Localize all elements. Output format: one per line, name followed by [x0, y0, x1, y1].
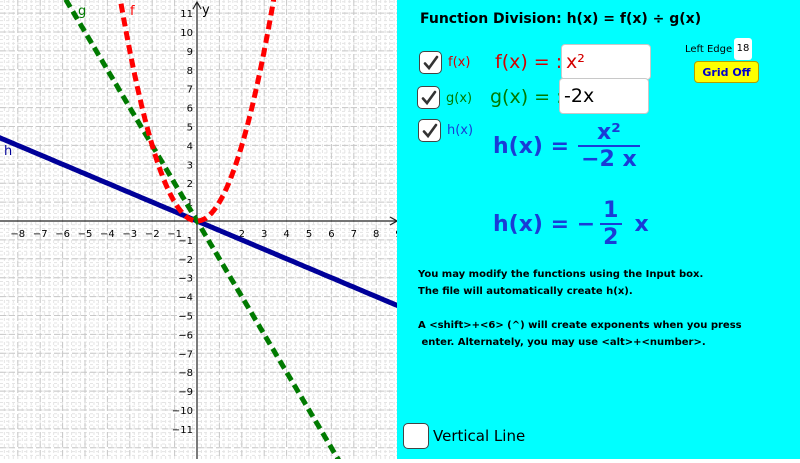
y-tick-label: −8: [178, 368, 193, 379]
checkbox-vertical-line[interactable]: [403, 423, 429, 449]
y-tick-label: 7: [187, 85, 193, 96]
x-tick-label: 6: [328, 229, 334, 240]
x-tick-label: −2: [145, 229, 160, 240]
info-line: The file will automatically create h(x).: [418, 286, 633, 297]
grid-off-button[interactable]: Grid Off: [694, 61, 759, 83]
checkbox-hx-label: h(x): [447, 123, 474, 138]
info-line: A <shift>+<6> (^) will create exponents …: [418, 320, 742, 331]
y-tick-label: 6: [187, 104, 193, 115]
h2-numerator: 1: [603, 198, 619, 223]
checkmark-icon: [422, 123, 437, 138]
x-tick-label: 3: [261, 229, 267, 240]
h-denominator: −2 x: [581, 147, 637, 172]
x-tick-label: 2: [239, 229, 245, 240]
y-tick-label: 3: [187, 160, 193, 171]
g-input-field[interactable]: -2x: [559, 78, 649, 114]
x-tick-label: 5: [306, 229, 312, 240]
y-tick-label: 8: [187, 66, 193, 77]
checkbox-hx[interactable]: [418, 119, 441, 142]
checkbox-fx-label: f(x): [448, 55, 471, 70]
checkmark-icon: [421, 90, 436, 105]
curve-label-f: f: [130, 4, 135, 19]
h2-rhs: x: [634, 211, 649, 237]
info-line: enter. Alternately, you may use <alt>+<n…: [418, 337, 706, 348]
y-axis-label: y: [202, 3, 210, 18]
y-tick-label: −1: [178, 236, 193, 247]
curve-label-g: g: [78, 4, 86, 19]
left-edge-label: Left Edge: [685, 44, 733, 55]
y-tick-label: 9: [187, 47, 193, 58]
y-tick-label: −3: [178, 274, 193, 285]
graph-view[interactable]: y−8−7−6−5−4−3−2−1234567891234567891011−1…: [0, 0, 411, 463]
x-tick-label: −5: [78, 229, 93, 240]
fraction-bar: [577, 145, 640, 147]
h-formula-simplified: h(x) = − 1 2 x: [493, 198, 649, 250]
f-input-label: f(x) = :: [495, 51, 563, 73]
y-tick-label: −7: [178, 349, 193, 360]
y-tick-label: −4: [178, 293, 193, 304]
h-formula-unsimplified: h(x) = x² −2 x: [493, 120, 641, 172]
y-tick-label: −11: [172, 425, 193, 436]
checkbox-gx[interactable]: [417, 86, 440, 109]
h-lhs: h(x) =: [493, 133, 570, 159]
x-tick-label: 7: [351, 229, 357, 240]
vertical-line-label: Vertical Line: [433, 427, 526, 445]
y-tick-label: −5: [178, 312, 193, 323]
y-tick-label: −10: [172, 406, 193, 417]
h2-denominator: 2: [603, 225, 619, 250]
h2-lhs: h(x) = −: [493, 211, 596, 237]
g-input-label: g(x) = :: [490, 86, 563, 108]
x-tick-label: −4: [100, 229, 115, 240]
y-tick-label: 11: [180, 9, 193, 20]
curve-g: [63, 0, 344, 463]
checkmark-icon: [423, 55, 438, 70]
checkbox-fx[interactable]: [419, 51, 442, 74]
y-axis-arrow-icon: [192, 0, 202, 10]
f-input-field[interactable]: x²: [561, 44, 651, 80]
panel-title: Function Division: h(x) = f(x) ÷ g(x): [420, 11, 702, 27]
info-line: You may modify the functions using the I…: [418, 269, 704, 280]
graph-canvas[interactable]: y−8−7−6−5−4−3−2−1234567891234567891011−1…: [0, 0, 411, 463]
y-tick-label: 1: [187, 198, 193, 209]
curve-label-h: h: [4, 144, 12, 159]
h2-fraction: 1 2: [599, 198, 622, 250]
x-tick-label: −3: [122, 229, 137, 240]
y-tick-label: 4: [187, 141, 193, 152]
algebra-panel: Function Division: h(x) = f(x) ÷ g(x) f(…: [397, 0, 800, 459]
checkbox-gx-label: g(x): [446, 91, 473, 106]
h-numerator: x²: [596, 120, 621, 145]
x-tick-label: −8: [10, 229, 25, 240]
y-tick-label: −2: [178, 255, 193, 266]
left-edge-input[interactable]: 18: [734, 38, 752, 60]
x-tick-label: 4: [283, 229, 289, 240]
y-tick-label: 2: [187, 179, 193, 190]
x-tick-label: −6: [55, 229, 70, 240]
x-tick-label: −1: [167, 229, 182, 240]
fraction-bar: [599, 223, 622, 225]
info-line: [418, 300, 742, 317]
y-tick-label: −9: [178, 387, 193, 398]
y-tick-label: −6: [178, 330, 193, 341]
y-tick-label: 10: [180, 28, 193, 39]
x-tick-label: 8: [373, 229, 379, 240]
y-tick-label: 5: [187, 123, 193, 134]
x-tick-label: −7: [33, 229, 48, 240]
h-fraction: x² −2 x: [577, 120, 641, 172]
info-text: You may modify the functions using the I…: [418, 266, 742, 351]
